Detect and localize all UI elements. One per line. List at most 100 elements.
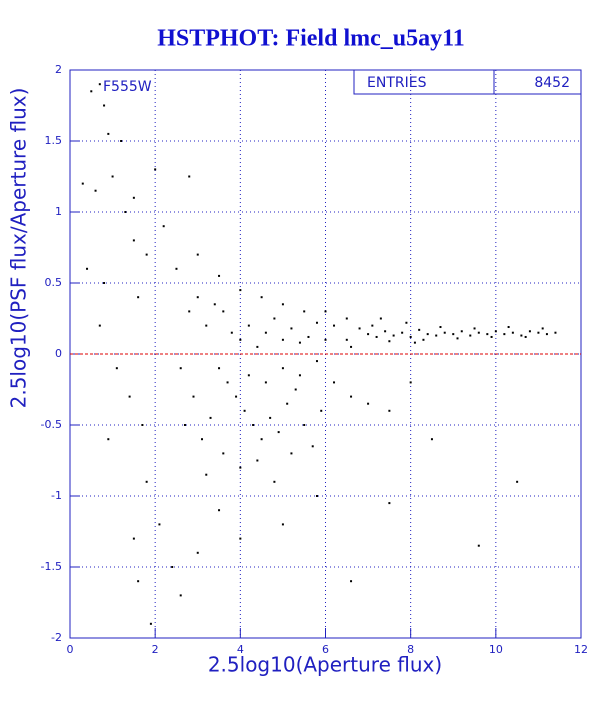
- point: [239, 289, 242, 292]
- point: [367, 402, 370, 405]
- point: [286, 402, 289, 405]
- point: [209, 416, 212, 419]
- point: [107, 438, 110, 441]
- annotation: F555W: [103, 79, 152, 95]
- point: [196, 296, 199, 299]
- point: [98, 83, 101, 86]
- y-tick-label: -2: [51, 631, 62, 644]
- point: [260, 296, 263, 299]
- point: [477, 544, 480, 547]
- point: [439, 326, 442, 329]
- point: [141, 424, 144, 426]
- point: [324, 338, 327, 341]
- point: [350, 345, 353, 348]
- point: [507, 326, 510, 329]
- y-tick-label: 0.5: [45, 276, 63, 289]
- point: [371, 324, 374, 327]
- point: [273, 480, 276, 483]
- point: [452, 333, 455, 336]
- point: [298, 341, 301, 344]
- stats-value: 8452: [534, 75, 570, 91]
- point: [511, 331, 514, 334]
- point: [145, 253, 148, 256]
- point: [303, 424, 306, 426]
- point: [218, 367, 221, 370]
- point: [545, 333, 548, 336]
- point: [345, 317, 348, 320]
- point: [239, 338, 242, 341]
- point: [132, 196, 135, 199]
- point: [320, 409, 323, 412]
- point: [90, 90, 93, 93]
- point: [315, 495, 318, 497]
- point: [98, 324, 101, 327]
- y-tick-label: -0.5: [41, 418, 62, 431]
- point: [183, 424, 186, 426]
- point: [486, 333, 489, 336]
- y-tick-label: -1: [51, 489, 62, 502]
- point: [277, 431, 280, 434]
- stats-label: ENTRIES: [367, 75, 427, 91]
- point: [520, 334, 523, 337]
- point: [443, 331, 446, 334]
- point: [413, 341, 416, 344]
- point: [235, 395, 238, 398]
- chart-title: HSTPHOT: Field lmc_u5ay11: [157, 26, 465, 52]
- point: [375, 335, 378, 338]
- point: [188, 175, 191, 178]
- point: [528, 330, 531, 333]
- point: [128, 395, 131, 398]
- point: [281, 523, 284, 526]
- point: [281, 367, 284, 370]
- point: [256, 345, 259, 348]
- point: [422, 338, 425, 341]
- point: [132, 239, 135, 242]
- y-tick-label: 2: [55, 63, 62, 76]
- y-tick-label: 1.5: [45, 134, 63, 147]
- point: [158, 523, 161, 526]
- point: [490, 335, 493, 338]
- point: [324, 310, 327, 313]
- point: [405, 321, 408, 324]
- y-tick-label: 0: [55, 347, 62, 360]
- point: [477, 331, 480, 334]
- point: [333, 324, 336, 327]
- point: [401, 331, 404, 334]
- point: [350, 580, 353, 583]
- point: [81, 182, 84, 185]
- x-tick-label: 10: [489, 643, 503, 656]
- point: [192, 395, 195, 398]
- point: [345, 338, 348, 341]
- point: [290, 327, 293, 330]
- point: [315, 360, 318, 363]
- point: [426, 333, 429, 336]
- point: [162, 225, 165, 228]
- point: [273, 317, 276, 320]
- point: [243, 409, 246, 412]
- point: [388, 502, 391, 505]
- point: [418, 328, 421, 331]
- point: [264, 381, 267, 384]
- point: [86, 267, 89, 270]
- point: [409, 335, 412, 338]
- point: [388, 340, 391, 343]
- point: [145, 480, 148, 483]
- point: [196, 551, 199, 554]
- x-tick-label: 4: [237, 643, 244, 656]
- x-axis-label: 2.5log10(Aperture flux): [208, 653, 442, 677]
- point: [516, 480, 519, 483]
- point: [213, 303, 216, 306]
- point: [149, 622, 152, 625]
- point: [247, 374, 250, 377]
- point: [290, 452, 293, 455]
- point: [264, 331, 267, 334]
- point: [503, 333, 506, 336]
- x-tick-label: 2: [152, 643, 159, 656]
- point: [120, 140, 123, 142]
- point: [171, 566, 174, 568]
- y-tick-label: -1.5: [41, 560, 62, 573]
- point: [358, 327, 361, 330]
- point: [260, 438, 263, 441]
- point: [473, 327, 476, 330]
